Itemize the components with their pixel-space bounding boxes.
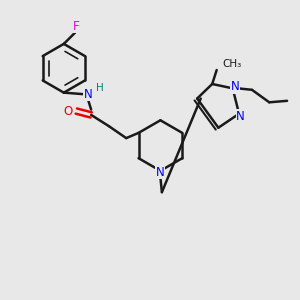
Text: N: N	[231, 80, 239, 93]
Text: CH₃: CH₃	[222, 59, 241, 69]
Text: N: N	[84, 88, 93, 100]
Text: O: O	[64, 105, 73, 118]
Text: H: H	[96, 83, 103, 93]
Text: N: N	[156, 166, 165, 179]
Text: F: F	[73, 20, 80, 33]
Text: N: N	[236, 110, 245, 123]
